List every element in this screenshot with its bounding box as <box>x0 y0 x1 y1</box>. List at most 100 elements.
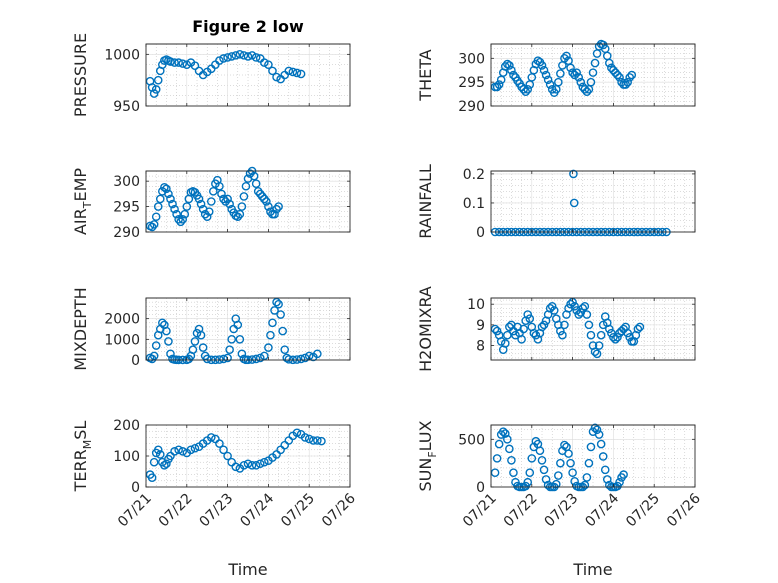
data-point <box>225 199 234 209</box>
data-point <box>243 52 253 61</box>
data-point <box>162 459 171 469</box>
data-point <box>529 328 539 338</box>
data-point <box>170 58 179 67</box>
data-point <box>251 460 261 470</box>
data-point <box>233 212 243 222</box>
data-point <box>551 479 561 489</box>
y-tick-label: 100 <box>113 449 140 465</box>
data-point <box>209 187 218 196</box>
data-point <box>149 220 159 229</box>
data-point <box>590 347 600 357</box>
y-tick-label: 300 <box>113 174 140 190</box>
data-point <box>568 468 577 477</box>
data-point <box>166 194 175 204</box>
ylabel-2: AIRTEMP <box>71 168 94 235</box>
data-point <box>268 66 277 76</box>
data-point <box>613 70 622 80</box>
ylabel-3: RAINFALL <box>416 164 435 239</box>
data-point <box>300 433 310 442</box>
data-point <box>492 82 502 92</box>
data-point <box>623 328 632 338</box>
data-point <box>545 304 555 313</box>
data-point <box>490 468 500 477</box>
y-tick-label: 300 <box>458 51 485 67</box>
data-point <box>582 473 592 482</box>
data-point <box>219 354 228 364</box>
y-tick-label: 295 <box>113 200 140 216</box>
data-point <box>168 199 177 209</box>
data-point <box>255 189 265 199</box>
data-point <box>255 459 265 469</box>
data-point <box>549 306 559 315</box>
data-point <box>525 468 535 477</box>
data-point <box>237 349 247 359</box>
data-point <box>266 330 275 340</box>
data-point <box>519 85 528 94</box>
data-point <box>276 310 285 319</box>
data-point <box>231 462 241 472</box>
data-point <box>160 460 169 470</box>
data-point <box>268 318 277 328</box>
data-point <box>494 80 504 89</box>
xlabel: Time <box>572 560 612 579</box>
data-point <box>270 306 279 315</box>
data-point <box>239 51 249 60</box>
x-tick-label: 07/21 <box>460 491 500 531</box>
x-tick-label: 07/23 <box>197 491 237 531</box>
data-point <box>206 197 216 206</box>
data-point <box>521 87 530 96</box>
data-point <box>190 61 200 70</box>
data-point <box>519 324 528 334</box>
data-point <box>247 460 257 470</box>
data-point <box>170 447 179 456</box>
data-point <box>566 458 575 468</box>
data-point <box>264 60 273 69</box>
data-point <box>537 61 547 70</box>
subplot-rainfall: 0 0.1 0.2 RAINFALL <box>416 164 696 241</box>
data-point <box>196 199 206 209</box>
data-point <box>500 339 510 348</box>
data-point <box>543 75 553 85</box>
x-tick-label: 07/22 <box>156 491 196 531</box>
data-point <box>174 445 183 455</box>
data-point <box>611 335 620 344</box>
data-point <box>164 337 173 346</box>
data-point <box>284 355 294 364</box>
data-point <box>562 51 571 61</box>
data-point <box>219 194 228 204</box>
data-point <box>619 470 628 479</box>
data-point <box>545 80 555 89</box>
data-point <box>554 471 563 480</box>
data-point <box>590 423 600 433</box>
data-point <box>525 314 535 323</box>
xlabel: Time <box>227 560 267 579</box>
data-point <box>153 202 163 211</box>
data-point <box>517 335 526 344</box>
data-point <box>160 182 169 192</box>
data-point <box>182 202 192 211</box>
data-point <box>194 194 204 204</box>
data-point <box>223 53 232 62</box>
data-point <box>151 212 161 222</box>
data-point <box>272 72 281 82</box>
data-point <box>260 58 269 67</box>
data-point <box>503 435 512 444</box>
data-point <box>274 202 283 211</box>
data-point <box>570 476 579 486</box>
data-point <box>564 449 573 458</box>
data-point <box>192 328 202 338</box>
data-point <box>596 439 606 449</box>
data-point <box>523 85 533 94</box>
data-point <box>170 204 179 214</box>
data-point <box>592 425 602 435</box>
data-point <box>149 457 159 467</box>
data-point <box>507 65 516 75</box>
data-point <box>225 345 234 354</box>
data-point <box>584 458 594 468</box>
x-tick-label: 07/26 <box>664 490 704 530</box>
data-point <box>523 310 533 319</box>
data-point <box>535 446 545 456</box>
data-point <box>166 57 175 66</box>
data-point <box>178 214 188 224</box>
